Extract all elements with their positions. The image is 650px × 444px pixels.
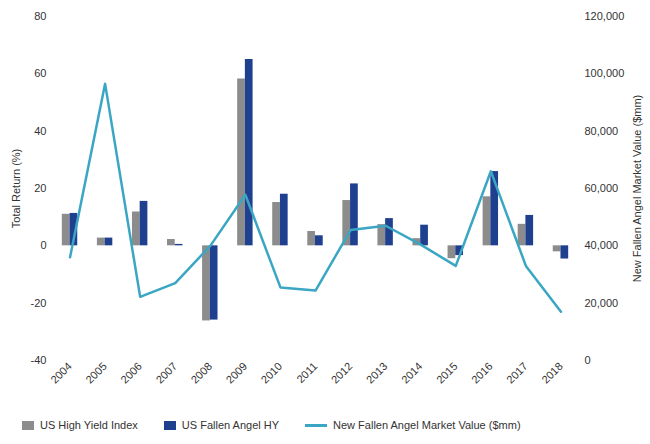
svg-text:2017: 2017 <box>504 360 530 386</box>
svg-text:80,000: 80,000 <box>585 125 619 137</box>
svg-text:Total Return (%): Total Return (%) <box>10 149 22 228</box>
svg-text:60,000: 60,000 <box>585 182 619 194</box>
svg-text:20,000: 20,000 <box>585 297 619 309</box>
svg-text:2010: 2010 <box>259 360 285 386</box>
svg-text:New Fallen Angel Market Value: New Fallen Angel Market Value ($mm) <box>631 95 643 282</box>
svg-text:2005: 2005 <box>83 360 109 386</box>
svg-text:60: 60 <box>34 67 46 79</box>
svg-text:80: 80 <box>34 10 46 22</box>
svg-text:2016: 2016 <box>469 360 495 386</box>
svg-text:2013: 2013 <box>364 360 390 386</box>
svg-text:100,000: 100,000 <box>585 67 625 79</box>
svg-text:40,000: 40,000 <box>585 239 619 251</box>
svg-text:2014: 2014 <box>399 360 425 386</box>
svg-text:2015: 2015 <box>434 360 460 386</box>
html-text:New Fallen Angel Market Value: New Fallen Angel Market Value ($mm) <box>333 419 521 431</box>
svg-text:120,000: 120,000 <box>585 10 625 22</box>
svg-text:0: 0 <box>585 354 591 366</box>
svg-text:2018: 2018 <box>539 360 565 386</box>
svg-text:2006: 2006 <box>118 360 144 386</box>
svg-text:2004: 2004 <box>48 360 74 386</box>
svg-text:0: 0 <box>40 239 46 251</box>
svg-text:2009: 2009 <box>223 360 249 386</box>
svg-text:-20: -20 <box>31 297 47 309</box>
svg-text:2011: 2011 <box>294 360 319 385</box>
svg-text:2007: 2007 <box>153 360 179 386</box>
svg-text:2012: 2012 <box>329 360 355 386</box>
svg-text:20: 20 <box>34 182 46 194</box>
svg-text:-40: -40 <box>31 354 47 366</box>
svg-text:40: 40 <box>34 125 46 137</box>
html-text:US Fallen Angel HY: US Fallen Angel HY <box>181 419 280 431</box>
html-text:US High Yield Index: US High Yield Index <box>40 419 138 431</box>
svg-text:2008: 2008 <box>188 360 214 386</box>
